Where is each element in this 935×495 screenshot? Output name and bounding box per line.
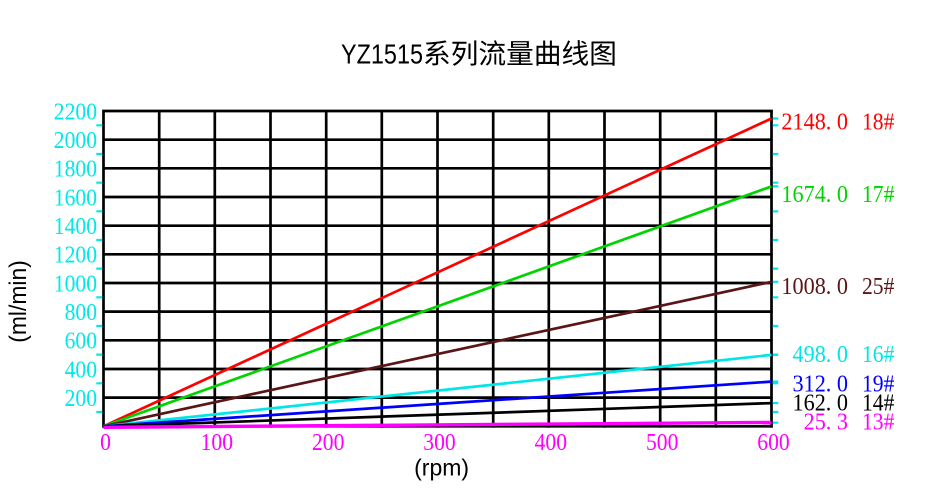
svg-text:100: 100 (201, 429, 233, 456)
svg-text:1800: 1800 (54, 156, 97, 183)
svg-text:800: 800 (65, 299, 97, 326)
svg-text:19#: 19# (862, 370, 894, 397)
svg-text:18#: 18# (862, 108, 894, 135)
svg-text:2000: 2000 (54, 127, 97, 154)
svg-text:0: 0 (100, 429, 111, 456)
svg-text:25. 3: 25. 3 (804, 409, 848, 436)
svg-text:14#: 14# (862, 390, 894, 417)
svg-text:1600: 1600 (54, 184, 97, 211)
svg-text:500: 500 (646, 429, 678, 456)
svg-text:600: 600 (757, 429, 789, 456)
svg-text:400: 400 (65, 356, 97, 383)
svg-text:1000: 1000 (54, 270, 97, 297)
svg-text:600: 600 (65, 328, 97, 355)
svg-text:1008. 0: 1008. 0 (781, 273, 848, 300)
svg-text:1400: 1400 (54, 213, 97, 240)
svg-text:300: 300 (423, 429, 455, 456)
svg-text:2148. 0: 2148. 0 (781, 108, 848, 135)
svg-text:16#: 16# (862, 341, 894, 368)
svg-text:(rpm): (rpm) (414, 455, 469, 481)
svg-text:13#: 13# (862, 409, 894, 436)
svg-text:YZ1515: YZ1515 (341, 39, 423, 70)
svg-text:1200: 1200 (54, 242, 97, 269)
svg-text:25#: 25# (862, 273, 894, 300)
svg-text:1674. 0: 1674. 0 (781, 181, 848, 208)
svg-text:498. 0: 498. 0 (793, 341, 849, 368)
svg-text:312. 0: 312. 0 (793, 370, 849, 397)
svg-text:200: 200 (65, 385, 97, 412)
svg-text:(ml/min): (ml/min) (5, 260, 32, 343)
svg-text:400: 400 (535, 429, 567, 456)
svg-text:17#: 17# (862, 181, 894, 208)
svg-text:200: 200 (312, 429, 344, 456)
svg-text:2200: 2200 (54, 98, 97, 125)
svg-text:162. 0: 162. 0 (793, 390, 849, 417)
